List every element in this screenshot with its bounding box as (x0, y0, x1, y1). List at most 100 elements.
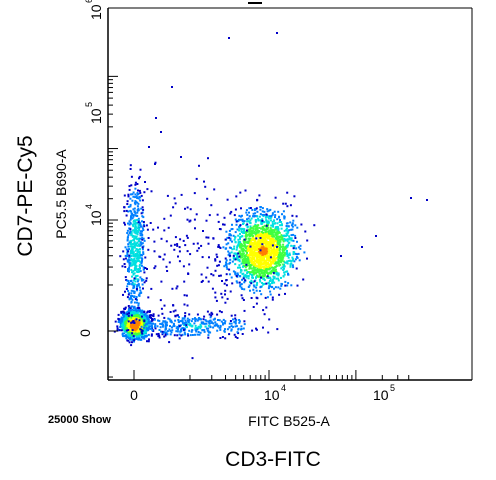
event-dot-1919 (132, 290, 135, 293)
event-dot-2206 (133, 237, 136, 240)
event-dot-4324 (162, 320, 165, 323)
event-dot-4526 (127, 293, 130, 296)
event-dot-1991 (131, 199, 134, 202)
event-dot-1133 (132, 307, 135, 310)
event-dot-3141 (282, 202, 285, 205)
event-dot-2288 (133, 290, 136, 293)
event-dot-2115 (129, 218, 132, 221)
event-dot-2601 (286, 238, 289, 241)
event-dot-3465 (268, 250, 271, 253)
event-dot-2931 (285, 225, 288, 227)
event-dot-4523 (200, 244, 203, 247)
event-dot-4091 (116, 327, 119, 330)
event-dot-3416 (217, 244, 220, 247)
event-dot-1829 (137, 217, 140, 220)
event-dot-3682 (265, 263, 268, 266)
event-dot-3634 (261, 253, 264, 256)
event-dot-715 (123, 335, 126, 338)
event-dot-3413 (264, 216, 267, 219)
event-dot-4218 (186, 326, 188, 329)
event-dot-3424 (241, 250, 244, 252)
event-dot-2265 (132, 263, 135, 266)
event-dot-4227 (157, 335, 160, 338)
event-dot-3677 (258, 254, 261, 257)
event-dot-3832 (285, 261, 288, 264)
event-dot-4578 (340, 255, 342, 257)
event-dot-2239 (135, 214, 138, 217)
event-dot-4493 (176, 244, 179, 247)
event-dot-2015 (128, 292, 131, 295)
event-dot-1343 (125, 337, 128, 340)
event-dot-3723 (284, 280, 287, 283)
event-dot-1768 (138, 321, 141, 324)
event-dot-4215 (171, 329, 174, 332)
event-dot-4501 (184, 244, 187, 247)
event-dot-4367 (168, 261, 171, 264)
event-dot-4416 (210, 273, 213, 276)
event-dot-1539 (146, 318, 149, 321)
event-dot-2614 (269, 267, 272, 270)
event-dot-2692 (256, 274, 258, 277)
event-dot-3755 (249, 264, 251, 267)
event-dot-4524 (174, 236, 177, 239)
event-dot-4549 (226, 297, 229, 300)
event-dot-4244 (172, 324, 175, 327)
event-dot-2659 (265, 220, 268, 223)
event-dot-3495 (261, 244, 264, 247)
event-dot-4243 (230, 328, 233, 331)
event-dot-3955 (256, 198, 259, 201)
event-dot-4216 (186, 333, 189, 336)
event-dot-3105 (258, 252, 261, 255)
event-dot-4168 (166, 333, 169, 336)
event-dot-3957 (240, 283, 243, 286)
event-dot-4555 (220, 292, 223, 295)
event-dot-4172 (168, 318, 171, 321)
event-dot-3431 (238, 225, 241, 228)
event-dot-4131 (194, 320, 197, 323)
event-dot-2143 (143, 281, 146, 284)
event-dot-2942 (252, 225, 255, 228)
event-dot-3711 (261, 248, 264, 251)
event-dot-4553 (224, 301, 227, 304)
event-dot-2051 (126, 203, 129, 205)
event-dot-3883 (244, 274, 247, 277)
event-dot-4332 (151, 329, 154, 332)
event-dot-3998 (275, 232, 278, 235)
event-dot-4390 (186, 236, 189, 239)
event-dot-3142 (236, 246, 239, 249)
event-dot-4233 (169, 325, 171, 328)
event-dot-3959 (255, 224, 258, 227)
event-dot-2070 (129, 197, 132, 200)
event-dot-3315 (260, 221, 263, 224)
event-dot-3826 (270, 224, 273, 227)
event-dot-3736 (259, 213, 262, 216)
event-dot-3554 (277, 261, 280, 264)
event-dot-4351 (180, 334, 183, 337)
event-dot-4202 (164, 334, 167, 337)
event-dot-2217 (124, 246, 127, 249)
event-dot-3700 (282, 240, 285, 243)
event-dot-1954 (134, 196, 137, 199)
event-dot-2282 (122, 293, 124, 296)
event-dot-3756 (261, 238, 264, 241)
event-dot-2150 (138, 195, 141, 198)
event-dot-3219 (245, 247, 248, 250)
event-dot-1795 (140, 317, 143, 320)
event-dot-3760 (272, 255, 275, 258)
event-dot-2235 (133, 241, 136, 244)
event-dot-4265 (180, 320, 183, 323)
event-dot-1727 (130, 316, 133, 319)
event-dot-2568 (271, 213, 274, 216)
event-dot-4043 (156, 325, 159, 328)
event-dot-2508 (246, 272, 249, 275)
event-dot-2058 (137, 251, 140, 254)
event-dot-3302 (229, 212, 232, 215)
event-dot-4560 (172, 206, 175, 209)
event-dot-2376 (235, 248, 238, 251)
event-dot-2033 (130, 279, 133, 282)
event-dot-3498 (290, 237, 293, 240)
event-dot-3478 (276, 257, 278, 259)
event-dot-1708 (128, 327, 131, 330)
event-dot-4010 (207, 334, 210, 337)
event-dot-3835 (297, 252, 300, 255)
